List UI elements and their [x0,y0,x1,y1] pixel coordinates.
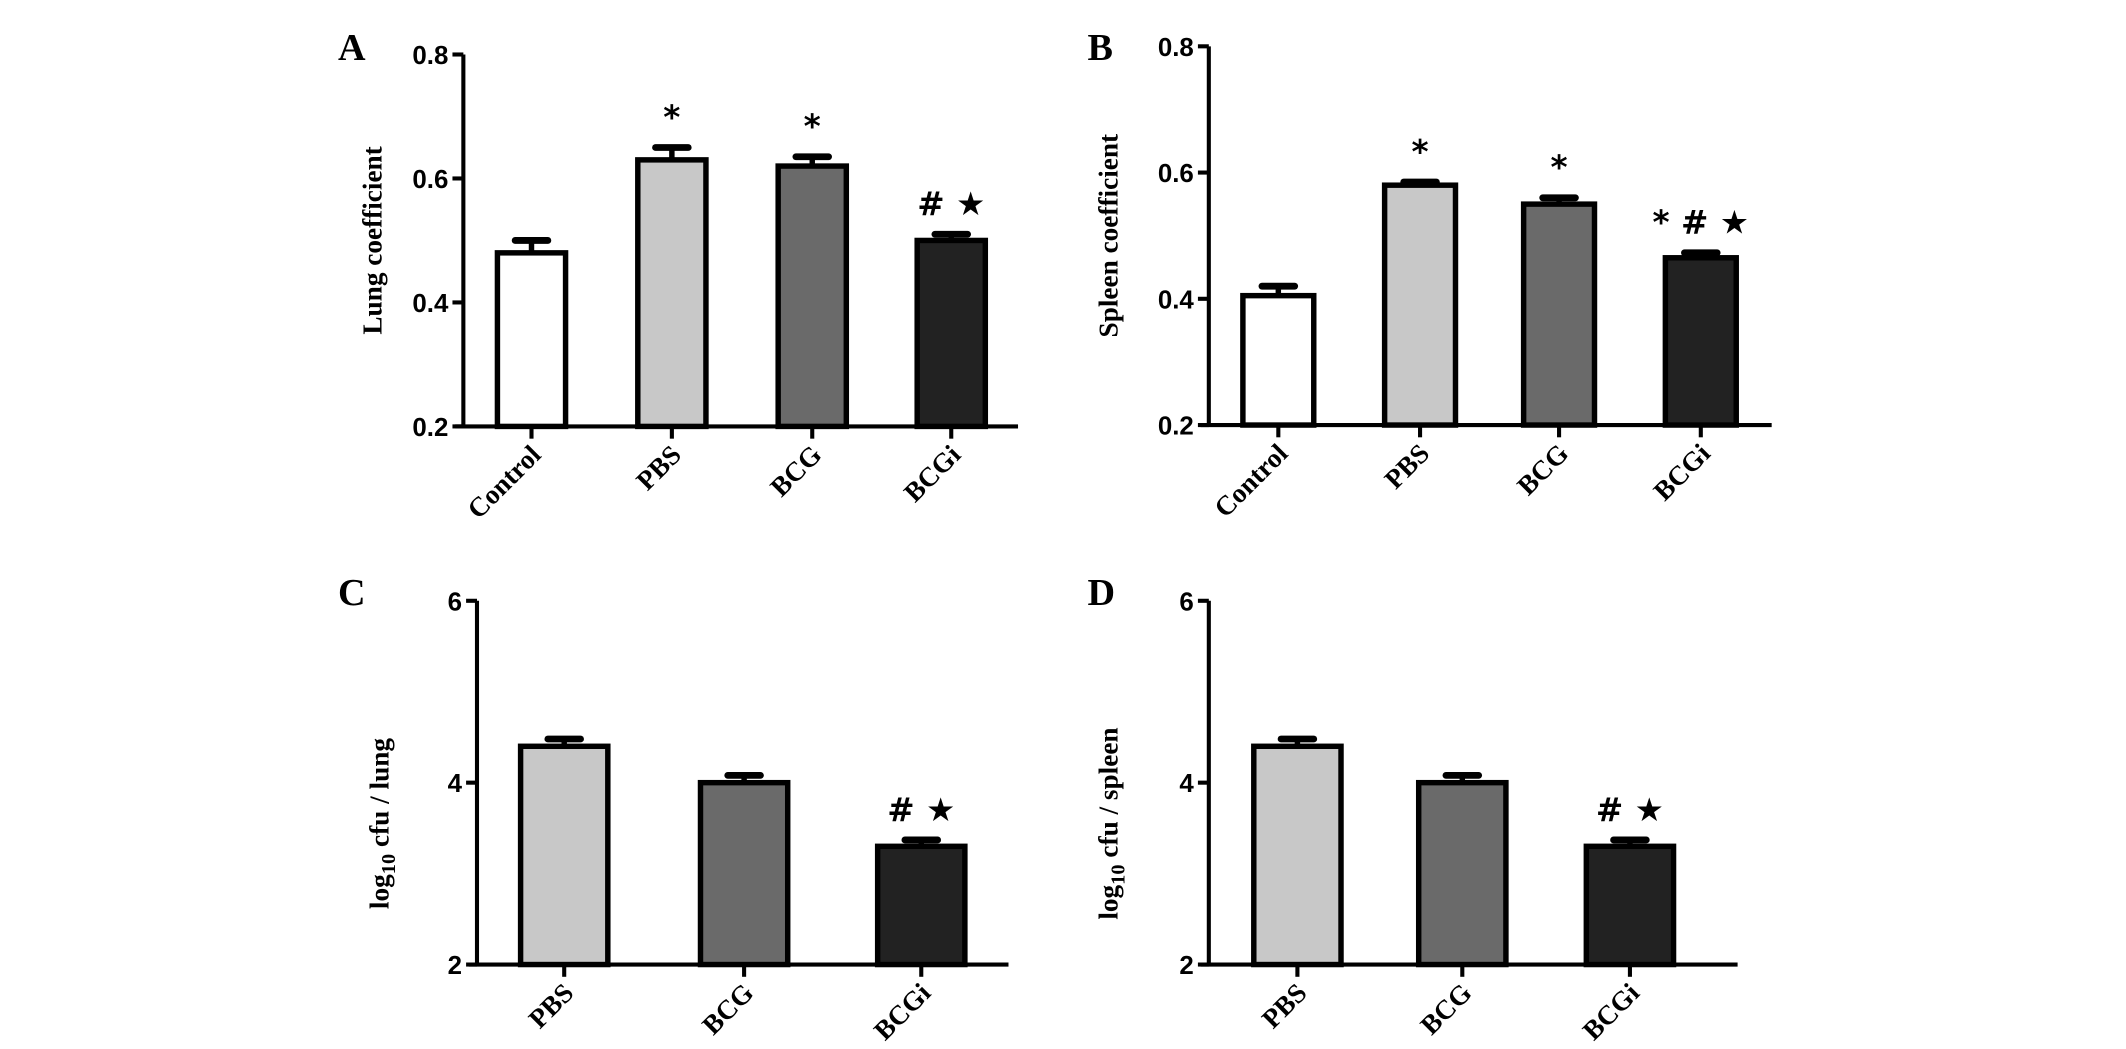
x-tick-label: BCG [1511,438,1574,501]
y-tick-label: 0.6 [1158,160,1194,188]
y-tick-label: 6 [1179,588,1193,616]
x-tick-label: PBS [523,978,580,1035]
y-tick-label: 0.6 [412,166,448,194]
y-tick-label: 0.8 [412,42,448,70]
panel-b: B Spleen coefficient Control * PBS * BCG * # ★ B… [1088,27,1772,523]
bar-bcgi [1662,255,1739,428]
panel-label: D [1088,572,1116,614]
bar-pbs [1251,743,1344,968]
x-tick-label: Control [462,439,547,524]
bar-bcg [1415,779,1509,968]
bar-bcg [1520,201,1598,428]
bar-bcg [775,163,850,430]
significance-marker: * # ★ [1653,204,1750,242]
y-tick-label: 0.4 [1158,286,1195,314]
significance-marker: * [804,108,821,146]
panel-a: A Lung coefficient Control * PBS * BCG # ★ BCGi 0… [338,27,1019,524]
bar-pbs [517,743,611,968]
y-tick-label: 4 [1179,770,1194,798]
significance-marker: * [1551,149,1568,187]
bar-control [1240,292,1317,428]
y-tick-label: 4 [448,770,463,798]
x-tick-label: BCG [696,978,759,1041]
x-tick-label: PBS [630,439,687,496]
bar-pbs [1381,182,1459,428]
y-tick-label: 0.2 [412,414,448,442]
y-axis-label: Spleen coefficient [1094,134,1124,338]
significance-marker: # ★ [1596,791,1664,829]
y-tick-label: 6 [448,588,462,616]
bar-bcgi [1583,843,1677,968]
significance-marker: # ★ [917,185,985,223]
panel-label: A [338,27,366,69]
significance-marker: # ★ [887,791,955,829]
significance-marker: * [663,98,680,136]
y-tick-label: 0.2 [1158,413,1194,441]
y-axis-label: log10 cfu / spleen [1094,727,1130,919]
y-tick-label: 2 [448,952,462,980]
bar-pbs [635,157,709,430]
x-tick-label: BCG [1414,978,1477,1041]
bar-bcgi [914,237,989,430]
y-axis-label: Lung coefficient [358,146,388,334]
y-tick-label: 0.4 [412,290,449,318]
y-tick-label: 2 [1179,952,1193,980]
y-tick-label: 0.8 [1158,34,1194,62]
x-tick-label: Control [1208,438,1293,523]
x-tick-label: PBS [1379,438,1436,495]
x-tick-label: BCGi [1577,977,1646,1046]
panel-label: B [1088,27,1113,69]
x-tick-label: BCGi [898,439,967,508]
bar-bcg [697,779,791,968]
panel-label: C [338,572,366,614]
significance-marker: * [1412,133,1429,171]
x-tick-label: BCGi [1648,438,1717,507]
bar-control [494,250,569,430]
y-axis-label: log10 cfu / lung [364,738,400,909]
x-tick-label: BCGi [868,977,937,1046]
x-tick-label: PBS [1256,978,1313,1035]
bar-bcgi [874,843,968,968]
x-tick-label: BCG [764,439,827,502]
